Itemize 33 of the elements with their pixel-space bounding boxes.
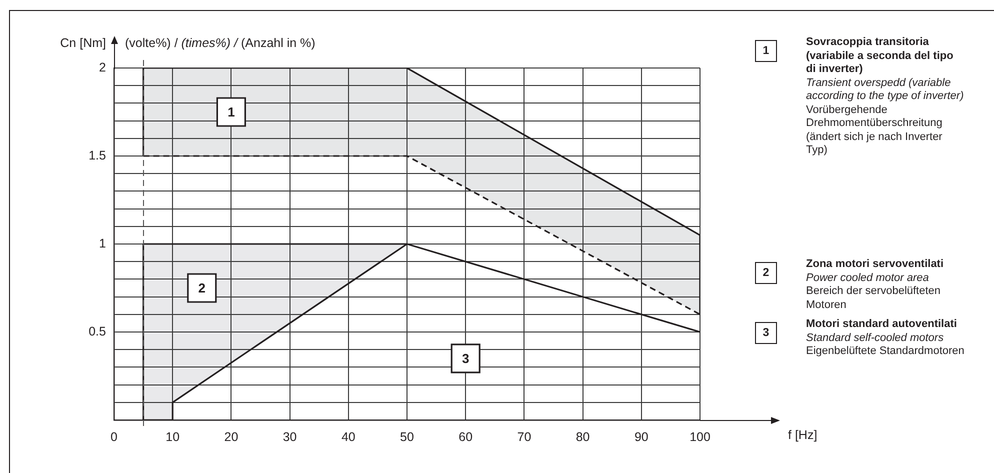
x-tick-label: 50: [400, 430, 414, 444]
text: Power cooled motor area: [806, 272, 930, 285]
text: 2: [755, 262, 777, 284]
annotation: 2: [198, 280, 206, 296]
y-tick-label: 1: [99, 236, 106, 250]
x-tick-label: 100: [690, 430, 710, 444]
y-tick-label: 0.5: [88, 324, 106, 338]
text: f [Hz]: [788, 428, 818, 442]
x-tick-label: 0: [110, 430, 118, 444]
x-tick-label: 80: [576, 430, 590, 444]
x-tick-label: 20: [224, 430, 238, 444]
annotation: 1: [228, 104, 235, 120]
x-tick-label: 90: [634, 430, 648, 444]
x-tick-label: 60: [458, 430, 473, 444]
text: Standard self-cooled motors: [806, 332, 945, 345]
x-tick-label: 40: [341, 430, 356, 444]
annotation: 3: [462, 350, 470, 366]
x-tick-label: 30: [282, 430, 297, 444]
chart-subtitle: (volte%) / (times%) / (Anzahl in %): [125, 36, 316, 50]
x-tick-label: 10: [166, 430, 180, 444]
text: Sovracoppia transitoria (variabile a seconda del tipo di inverter): [806, 36, 954, 76]
text: 1: [755, 40, 777, 62]
text: Eigenbelüftete Standardmotoren: [806, 345, 966, 358]
y-axis-title: Cn [Nm]: [60, 36, 106, 50]
y-tick-label: 1.5: [88, 148, 106, 162]
text: Vorübergehende Drehmomentüberschreitung (ändert sich je nach Inverter Typ): [806, 104, 944, 158]
text: Bereich der servobelüfteten Motoren: [806, 285, 942, 312]
y-tick-label: 2: [99, 60, 106, 74]
text: Motori standard autoventilati: [806, 318, 958, 332]
text: 3: [755, 322, 777, 344]
x-tick-label: 70: [517, 430, 532, 444]
text: Transient overspedd (variable according to the type of inverter): [806, 76, 965, 104]
text: Zona motori servoventilati: [806, 258, 945, 272]
